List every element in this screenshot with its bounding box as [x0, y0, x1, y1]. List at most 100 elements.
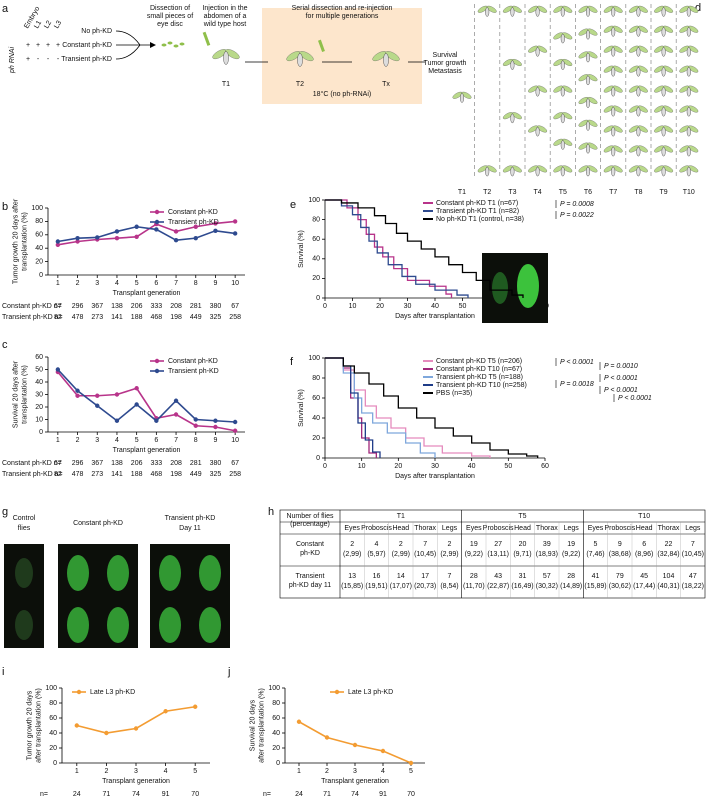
- fly-wing: [663, 25, 674, 33]
- cell-count: 5: [594, 541, 598, 548]
- fly-wing: [299, 51, 314, 62]
- temperature-label: 18°C (no ph-RNAi): [313, 90, 371, 98]
- table-column: Head: [636, 525, 653, 532]
- fly-wing: [562, 59, 573, 66]
- x-axis-label: Transplant generation: [321, 778, 389, 785]
- generation-label: T4: [534, 189, 542, 196]
- point: [114, 392, 120, 397]
- cell-percent: (9,22): [562, 551, 580, 558]
- cell-count: 16: [373, 573, 381, 580]
- fly-wing: [663, 45, 674, 53]
- fly-wing: [537, 45, 548, 53]
- x-tick-label: 30: [431, 463, 439, 470]
- series-line: [57, 371, 236, 432]
- fly-body: [586, 98, 591, 108]
- cell-percent: (30,32): [536, 583, 558, 590]
- y-tick-label: 40: [312, 415, 320, 422]
- fly-wing: [562, 32, 573, 40]
- point: [75, 393, 80, 398]
- p-value: P = 0.0008: [560, 201, 594, 208]
- fly-body: [535, 87, 540, 97]
- cell-percent: (15,85): [341, 583, 363, 590]
- host-label: T2: [296, 81, 304, 88]
- point: [296, 719, 302, 724]
- x-tick-label: 5: [193, 768, 197, 775]
- y-tick-label: 20: [35, 258, 43, 265]
- fly-wing: [587, 51, 598, 59]
- fly-wing: [637, 25, 648, 33]
- fly-body: [636, 146, 641, 157]
- fly-wing: [511, 5, 522, 13]
- n-value: 380: [210, 460, 222, 467]
- n-value: 82: [54, 471, 62, 478]
- eye-disc: [161, 43, 167, 47]
- fly-body: [636, 107, 641, 117]
- x-axis-label: Transplant generation: [113, 290, 181, 297]
- cell-count: 104: [663, 573, 675, 580]
- fly-wing: [587, 97, 598, 104]
- point: [154, 418, 159, 423]
- y-tick-label: 100: [31, 205, 43, 212]
- fly-wing: [612, 85, 623, 93]
- y-tick-label: 60: [272, 715, 280, 722]
- y-axis-label: Survival 20 days: [249, 699, 256, 751]
- fly-body: [686, 126, 691, 137]
- x-tick-label: 10: [349, 303, 357, 310]
- stage-mark: +: [26, 56, 30, 63]
- cell-percent: (18,93): [536, 551, 558, 558]
- group-label: Transient ph-KD: [165, 515, 216, 522]
- fly-wing: [612, 65, 623, 73]
- y-tick-label: 0: [316, 295, 320, 302]
- fly-wing: [486, 5, 497, 13]
- x-axis-label: Days after transplantation: [395, 313, 475, 320]
- n-value: 141: [111, 471, 123, 478]
- fly-wing: [688, 45, 699, 53]
- point: [193, 417, 198, 422]
- generation-box: [262, 8, 422, 104]
- generation-label: T5: [559, 189, 567, 196]
- x-tick-label: 4: [381, 768, 385, 775]
- fly-wing: [511, 59, 522, 66]
- stage-label: L2: [43, 20, 53, 30]
- x-tick-label: 40: [468, 463, 476, 470]
- x-axis-label: Days after transplantation: [395, 473, 475, 480]
- x-tick-label: 2: [76, 280, 80, 287]
- stage-mark: -: [37, 56, 40, 63]
- panel-label: e: [290, 199, 296, 211]
- fly-body: [383, 53, 389, 67]
- generation-label: T10: [683, 189, 695, 196]
- fly-body: [636, 47, 641, 57]
- cell-percent: (9,71): [513, 551, 531, 558]
- n-value: 333: [151, 460, 163, 467]
- fly-body: [485, 166, 490, 177]
- point: [213, 418, 218, 423]
- y-tick-label: 100: [268, 685, 280, 692]
- table-column: Proboscis: [361, 525, 392, 532]
- step-text: eye disc: [157, 21, 183, 28]
- condition-label: Transient ph-KD: [61, 56, 112, 63]
- cell-percent: (18,22): [682, 583, 704, 590]
- x-tick-label: 20: [394, 463, 402, 470]
- row-label: Transient: [296, 573, 325, 580]
- fly-body: [297, 53, 303, 67]
- point: [133, 726, 139, 731]
- group-label: Day 11: [179, 525, 201, 532]
- series-line: [57, 368, 236, 423]
- point: [163, 709, 168, 714]
- fly-wing: [461, 91, 472, 99]
- cell-count: 39: [543, 541, 551, 548]
- n-value: 206: [131, 460, 143, 467]
- series-line: [57, 225, 236, 243]
- row-label: ph-KD: [300, 550, 320, 557]
- cell-percent: (30,62): [609, 583, 631, 590]
- fly-body: [686, 7, 691, 17]
- point: [75, 239, 80, 244]
- fly-body: [661, 146, 666, 157]
- cell-count: 7: [448, 573, 452, 580]
- fly-body: [686, 107, 691, 117]
- legend-label: Constant ph-KD: [168, 209, 218, 216]
- fly-body: [560, 140, 565, 150]
- fly-wing: [663, 65, 674, 73]
- gfp-signal: [107, 555, 129, 591]
